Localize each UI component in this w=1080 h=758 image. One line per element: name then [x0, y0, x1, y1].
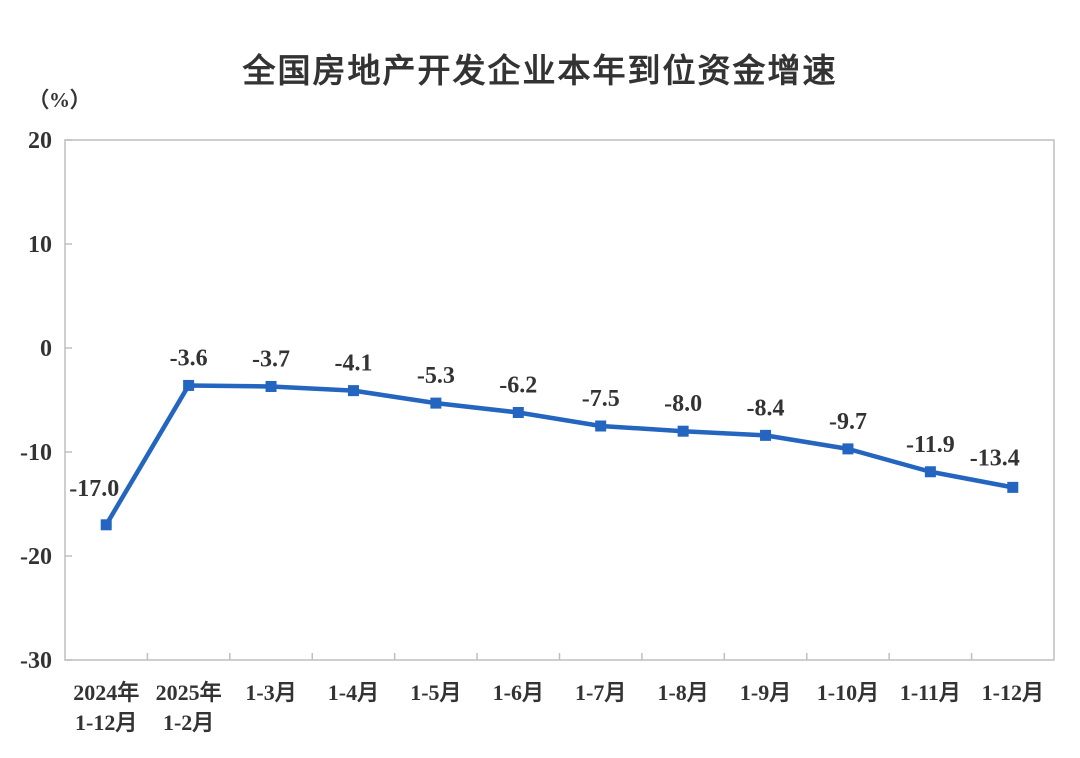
x-axis-category-label: 1-10月 — [817, 680, 879, 705]
x-axis-category-label: 1-3月 — [245, 680, 296, 705]
x-axis-category-label: 1-12月 — [75, 710, 137, 735]
data-point-marker — [265, 380, 277, 392]
y-axis-tick-label: 10 — [28, 232, 52, 258]
x-axis-category-label: 1-5月 — [410, 680, 461, 705]
data-point-label: -7.5 — [582, 386, 620, 412]
x-axis-category-label: 2024年 — [73, 680, 139, 705]
data-point-label: -3.6 — [170, 345, 208, 371]
x-axis-category-label: 1-4月 — [328, 680, 379, 705]
y-axis-tick-label: -20 — [20, 544, 52, 570]
series-line — [103, 383, 1016, 528]
y-axis-unit-label: （%） — [28, 88, 91, 112]
data-point-marker — [100, 519, 112, 531]
x-axis-category-label: 1-7月 — [575, 680, 626, 705]
data-point-label: -9.7 — [829, 409, 867, 435]
data-point-label: -8.4 — [747, 395, 785, 421]
y-axis-tick-label: 0 — [40, 336, 52, 362]
data-point-label: -17.0 — [69, 476, 119, 502]
x-axis-category-label: 2025年 — [156, 680, 222, 705]
plot-area-border — [64, 139, 1055, 661]
data-point-marker — [183, 379, 195, 391]
y-axis-tick-label: 20 — [28, 128, 52, 154]
data-point-marker — [842, 443, 854, 455]
data-point-label: -6.2 — [499, 372, 537, 398]
data-point-label: -13.4 — [970, 445, 1020, 471]
data-point-label: -8.0 — [664, 391, 702, 417]
x-axis-category-label: 1-8月 — [657, 680, 708, 705]
data-point-label: -11.9 — [906, 432, 955, 458]
data-point-label: -4.1 — [334, 351, 372, 377]
chart-title: 全国房地产开发企业本年到位资金增速 — [242, 52, 838, 89]
x-axis-category-label: 1-12月 — [982, 680, 1044, 705]
data-point-marker — [430, 397, 442, 409]
y-axis-tick-label: -10 — [20, 440, 52, 466]
data-point-marker — [512, 406, 524, 418]
x-axis-category-label: 1-11月 — [900, 680, 961, 705]
data-point-marker — [595, 420, 607, 432]
data-point-marker — [1007, 481, 1019, 493]
x-axis-category-label: 1-2月 — [163, 710, 214, 735]
data-point-label: -3.7 — [252, 346, 290, 372]
data-point-marker — [924, 466, 936, 478]
data-point-marker — [347, 385, 359, 397]
data-point-label: -5.3 — [417, 363, 455, 389]
x-axis-category-label: 1-9月 — [740, 680, 791, 705]
x-axis-category-label: 1-6月 — [493, 680, 544, 705]
data-point-marker — [677, 425, 689, 437]
y-axis-tick-label: -30 — [20, 648, 52, 674]
data-point-marker — [760, 429, 772, 441]
